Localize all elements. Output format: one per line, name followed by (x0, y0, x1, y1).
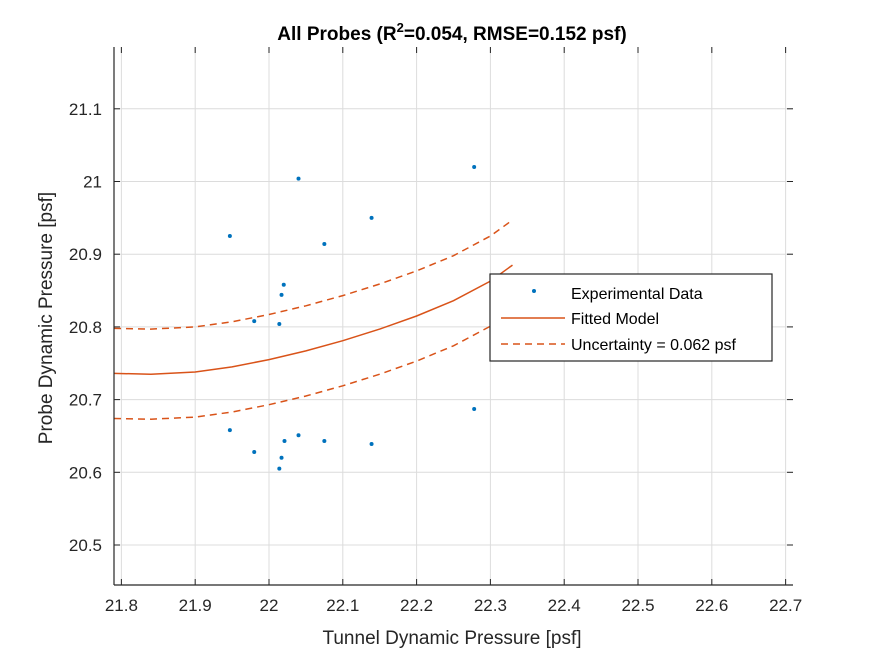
x-tick-label: 22.5 (621, 596, 654, 615)
x-axis-label: Tunnel Dynamic Pressure [psf] (322, 628, 581, 649)
data-point (472, 407, 477, 412)
y-tick-label: 21 (83, 173, 102, 192)
x-tick-label: 22.4 (548, 596, 581, 615)
series-layer (114, 164, 513, 471)
data-point (277, 466, 282, 471)
y-tick-label: 20.6 (69, 463, 102, 482)
legend: Experimental Data Fitted Model Uncertain… (489, 273, 773, 362)
x-tick-label: 22.1 (326, 596, 359, 615)
x-tick-label: 22 (260, 596, 279, 615)
legend-label-experimental: Experimental Data (571, 286, 703, 303)
data-point (227, 428, 232, 433)
y-axis-label: Probe Dynamic Pressure [psf] (36, 192, 57, 444)
data-point (252, 449, 257, 454)
y-tick-label: 20.8 (69, 318, 102, 337)
chart-title: All Probes (R2=0.054, RMSE=0.152 psf) (277, 20, 626, 45)
legend-label-fitted: Fitted Model (571, 311, 659, 328)
legend-marker-experimental (532, 289, 536, 293)
data-point (279, 292, 284, 297)
data-point (296, 433, 301, 438)
x-tick-label: 22.7 (769, 596, 802, 615)
x-tick-label: 22.3 (474, 596, 507, 615)
uncertainty-upper-line (114, 219, 513, 330)
data-point (281, 282, 286, 287)
data-point (369, 441, 374, 446)
uncertainty-lower-line (114, 309, 513, 420)
legend-label-uncertainty: Uncertainty = 0.062 psf (571, 337, 737, 354)
fitted-model-line (114, 264, 513, 375)
data-point (227, 234, 232, 239)
y-tick-label: 20.7 (69, 391, 102, 410)
data-point (322, 242, 327, 247)
data-point (282, 439, 287, 444)
data-point (252, 319, 257, 324)
y-tick-label: 21.1 (69, 100, 102, 119)
x-tick-label: 21.8 (105, 596, 138, 615)
y-tick-label: 20.9 (69, 245, 102, 264)
x-tick-label: 22.6 (695, 596, 728, 615)
axes (113, 47, 793, 586)
data-point (277, 321, 282, 326)
x-tick-label: 21.9 (179, 596, 212, 615)
data-point (296, 176, 301, 181)
data-point (322, 439, 327, 444)
tick-labels: 21.8 21.9 22 22.1 22.2 22.3 22.4 22.5 22.6 22.7 20… (69, 100, 802, 615)
data-point (472, 164, 477, 169)
data-point (279, 455, 284, 460)
data-point (369, 215, 374, 220)
y-tick-label: 20.5 (69, 536, 102, 555)
x-tick-label: 22.2 (400, 596, 433, 615)
